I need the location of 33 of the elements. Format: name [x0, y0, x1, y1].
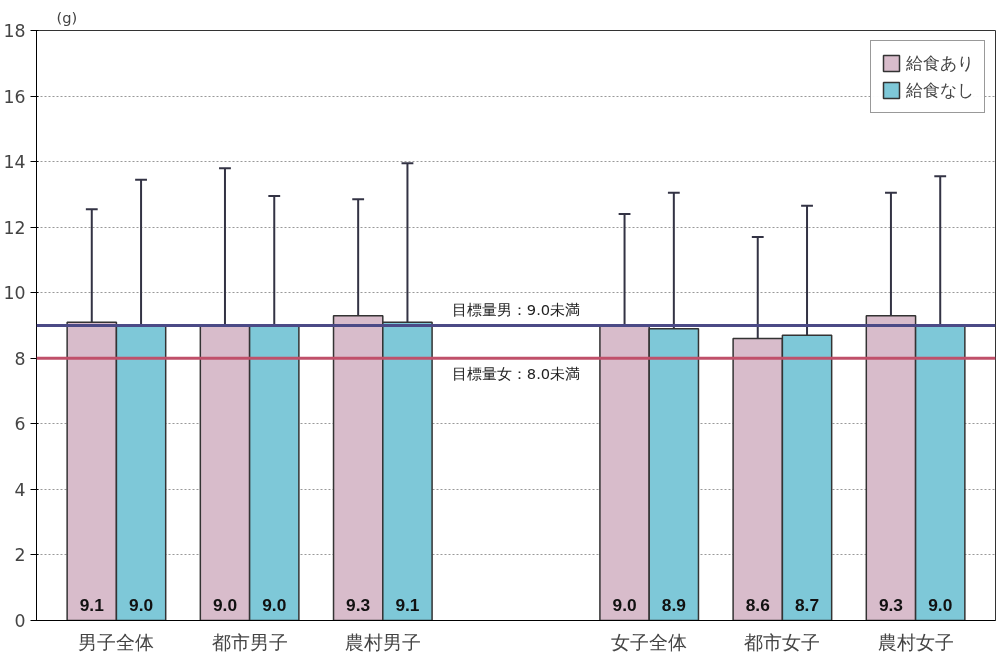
x-tick-label: 女子全体 — [611, 631, 688, 653]
y-tick-label: 4 — [14, 479, 26, 500]
y-tick-label: 10 — [3, 283, 26, 304]
y-axis-title: (g) — [56, 8, 78, 26]
data-label: 9.1 — [79, 594, 105, 615]
legend-label: 給食なし — [906, 79, 974, 102]
legend-label: 給食あり — [906, 52, 974, 75]
data-label: 9.0 — [262, 594, 287, 615]
y-tick-label: 16 — [3, 86, 26, 107]
data-label: 9.0 — [212, 594, 238, 615]
data-label: 9.3 — [878, 594, 904, 615]
data-label: 8.9 — [661, 594, 686, 615]
data-label: 9.3 — [346, 594, 371, 615]
ref-line-label: 目標量男：9.0未満 — [451, 300, 581, 318]
x-tick-label: 都市女子 — [744, 631, 821, 653]
data-label: 9.0 — [129, 594, 154, 615]
data-label: 9.1 — [395, 594, 420, 615]
x-tick-label: 都市男子 — [211, 631, 288, 653]
x-tick-label: 農村男子 — [344, 631, 421, 653]
data-label: 8.7 — [794, 594, 820, 615]
data-label: 9.0 — [612, 594, 637, 615]
y-tick-label: 0 — [14, 611, 26, 631]
y-tick-label: 12 — [3, 217, 26, 238]
x-tick-label: 農村女子 — [877, 631, 954, 653]
y-tick-label: 6 — [14, 414, 26, 435]
ref-line-label: 目標量女：8.0未満 — [451, 365, 581, 383]
y-tick-label: 18 — [3, 21, 26, 41]
y-tick-label: 14 — [3, 152, 26, 173]
data-label: 8.6 — [745, 594, 771, 615]
y-tick-label: 2 — [14, 545, 26, 566]
data-label: 9.0 — [928, 594, 953, 615]
y-tick-label: 8 — [14, 348, 26, 369]
x-tick-label: 男子全体 — [78, 631, 155, 653]
